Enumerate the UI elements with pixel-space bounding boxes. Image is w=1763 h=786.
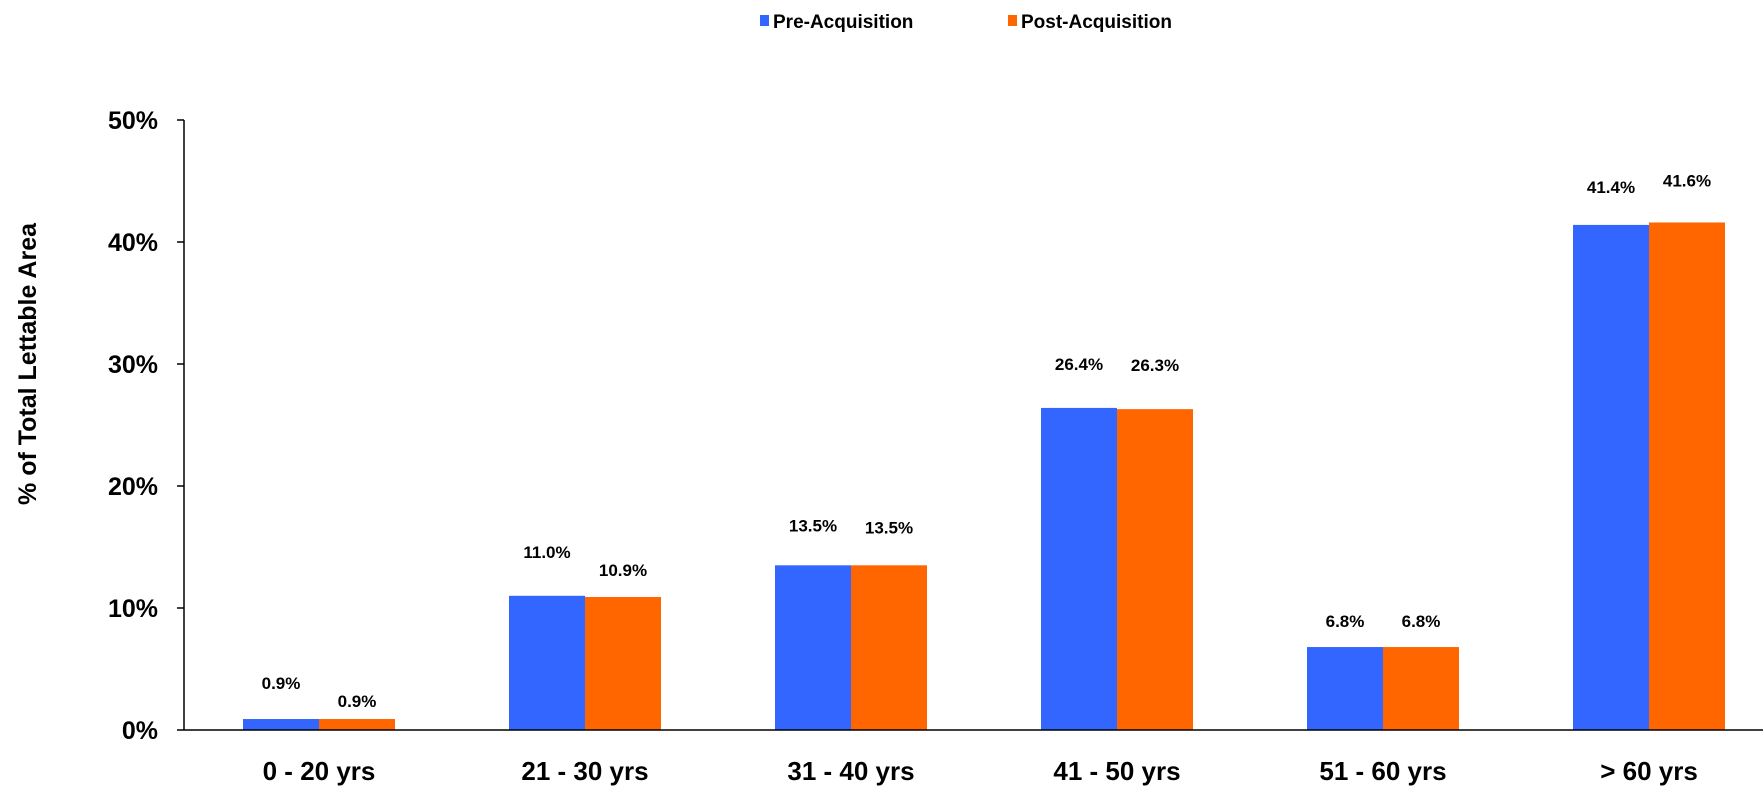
data-label: 26.3%: [1131, 356, 1179, 375]
data-label: 0.9%: [262, 674, 301, 693]
bar-post-5: [1649, 222, 1725, 731]
y-tick-label: 40%: [108, 229, 158, 257]
data-label: 26.4%: [1055, 355, 1103, 374]
x-axis: 0 - 20 yrs 21 - 30 yrs 31 - 40 yrs 41 - 50 …: [184, 729, 1763, 786]
y-tick-label: 0%: [122, 717, 158, 745]
bar-post-0: [319, 719, 395, 730]
y-tick-label: 10%: [108, 595, 158, 623]
chart-legend: Pre-Acquisition Post-Acquisition: [760, 12, 1172, 33]
bar-pre-4: [1307, 647, 1383, 730]
y-tick-label: 30%: [108, 351, 158, 379]
bar-pre-3: [1041, 407, 1117, 730]
data-label: 6.8%: [1326, 612, 1365, 631]
x-tick-label: 31 - 40 yrs: [787, 756, 914, 786]
bar-post-3: [1117, 409, 1193, 730]
y-tick-label: 20%: [108, 473, 158, 501]
data-label: 13.5%: [789, 516, 837, 535]
x-tick-label: 51 - 60 yrs: [1319, 756, 1446, 786]
data-label: 11.0%: [523, 543, 570, 562]
legend-label-1: Post-Acquisition: [1021, 12, 1172, 33]
data-label: 41.4%: [1587, 178, 1635, 197]
bar-post-2: [851, 565, 927, 730]
data-label: 13.5%: [865, 518, 913, 537]
y-axis: 0% 10% 20% 30% 40% 50%: [108, 107, 185, 745]
x-tick-label: 41 - 50 yrs: [1053, 756, 1180, 786]
x-tick-label: 21 - 30 yrs: [521, 756, 648, 786]
x-tick-label: 0 - 20 yrs: [263, 756, 376, 786]
bar-pre-5: [1573, 224, 1649, 731]
legend-swatch-1: [1008, 15, 1017, 26]
x-tick-label: > 60 yrs: [1600, 756, 1698, 786]
data-label: 0.9%: [338, 692, 377, 711]
legend-label-0: Pre-Acquisition: [773, 12, 913, 33]
data-label: 6.8%: [1402, 612, 1441, 631]
bar-post-1: [585, 597, 661, 730]
bar-post-4: [1383, 647, 1459, 730]
y-axis-label: % of Total Lettable Area: [14, 222, 42, 505]
legend-swatch-0: [760, 15, 769, 26]
bar-series: 0.9% 0.9% 11.0% 10.9% 13.5% 13.5% 26.4% 26.3% 6.…: [243, 171, 1725, 731]
data-label: 41.6%: [1663, 171, 1711, 190]
bar-pre-1: [509, 595, 585, 730]
y-tick-label: 50%: [108, 107, 158, 135]
bar-pre-0: [243, 719, 319, 730]
data-label: 10.9%: [599, 561, 647, 580]
bar-pre-2: [775, 565, 851, 730]
